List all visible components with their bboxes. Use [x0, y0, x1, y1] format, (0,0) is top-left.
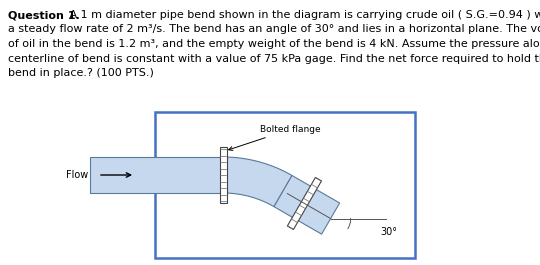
Bar	[219, 147, 226, 203]
Text: Question 1.: Question 1.	[8, 10, 80, 20]
Text: 30°: 30°	[381, 227, 397, 237]
Text: bend in place.? (100 PTS.): bend in place.? (100 PTS.)	[8, 68, 154, 78]
Bar	[155, 112, 415, 258]
Text: A 1 m diameter pipe bend shown in the diagram is carrying crude oil ( S.G.=0.94 : A 1 m diameter pipe bend shown in the di…	[66, 10, 540, 20]
Bar	[90, 157, 223, 193]
Polygon shape	[223, 157, 292, 207]
Text: Bolted flange: Bolted flange	[228, 125, 320, 151]
Text: a steady flow rate of 2 m³/s. The bend has an angle of 30° and lies in a horizon: a steady flow rate of 2 m³/s. The bend h…	[8, 24, 540, 34]
Text: of oil in the bend is 1.2 m³, and the empty weight of the bend is 4 kN. Assume t: of oil in the bend is 1.2 m³, and the em…	[8, 39, 540, 49]
Polygon shape	[274, 175, 340, 234]
Polygon shape	[287, 178, 321, 229]
Text: Flow: Flow	[66, 170, 88, 180]
Text: centerline of bend is constant with a value of 75 kPa gage. Find the net force r: centerline of bend is constant with a va…	[8, 54, 540, 64]
